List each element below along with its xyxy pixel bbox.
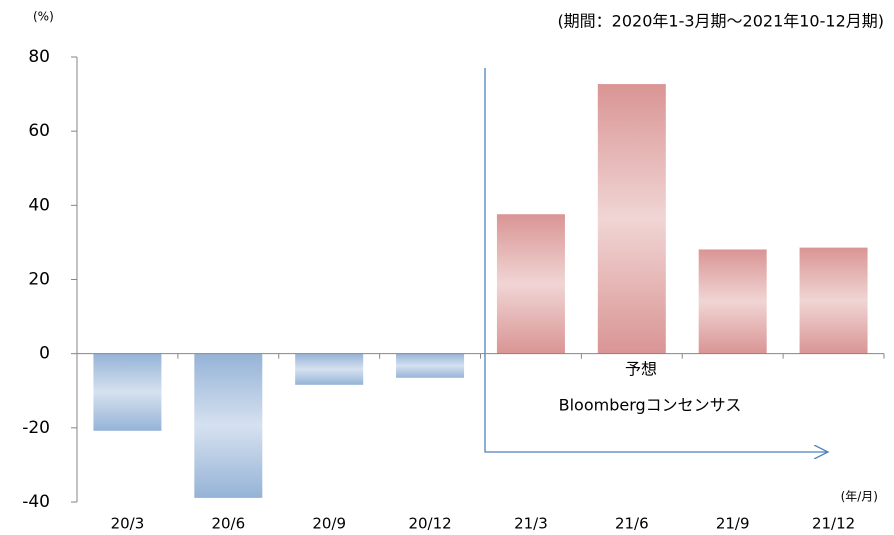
bar [93,353,162,431]
x-tick-label: 21/6 [615,515,649,533]
x-unit-label: (年/月) [841,490,878,504]
x-tick-label: 20/9 [312,515,346,533]
y-tick-label: 60 [28,121,50,141]
bar [396,353,465,378]
annotation: Bloombergコンセンサス [559,396,742,415]
y-tick-label: 0 [39,344,50,364]
y-tick-label: 80 [28,47,50,67]
y-tick-label: -40 [22,492,50,512]
y-tick-label: 40 [28,195,50,215]
forecast-arrow [484,68,828,452]
bar [597,84,666,354]
x-tick-label: 21/9 [716,515,750,533]
period-note: (期間：2020年1-3月期～2021年10-12月期) [557,12,884,31]
bar [295,353,364,385]
y-unit-label: (%) [33,10,54,24]
bar [799,247,868,354]
y-tick-label: 20 [28,270,50,290]
x-tick-label: 21/3 [514,515,548,533]
x-tick-label: 21/12 [812,515,855,533]
annotation: 予想 [625,360,657,379]
x-tick-label: 20/3 [111,515,145,533]
y-tick-label: -20 [22,418,50,438]
bar [194,353,263,498]
x-tick-label: 20/6 [211,515,245,533]
bar [698,249,767,354]
bar [496,214,565,354]
x-tick-label: 20/12 [408,515,451,533]
